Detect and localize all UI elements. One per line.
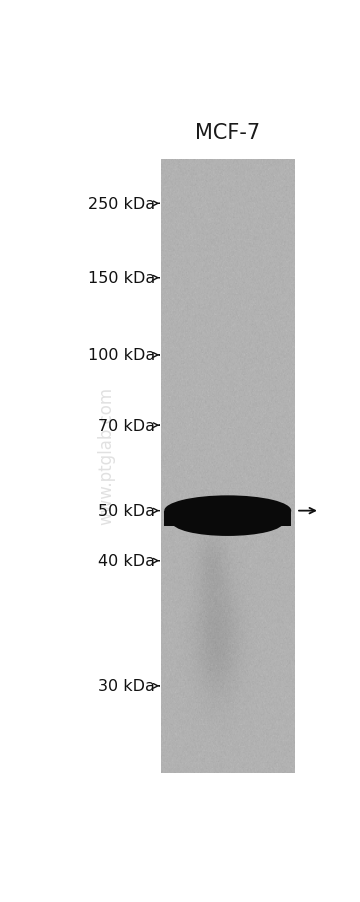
Text: 50 kDa: 50 kDa [98,503,155,519]
Bar [164,511,291,527]
Text: 70 kDa: 70 kDa [98,419,155,433]
Text: 40 kDa: 40 kDa [98,554,155,568]
Text: 250 kDa: 250 kDa [88,197,155,212]
Text: 100 kDa: 100 kDa [88,348,155,363]
Ellipse shape [172,509,284,537]
Text: 30 kDa: 30 kDa [98,678,155,694]
Text: 150 kDa: 150 kDa [88,271,155,286]
Text: www.ptglab.com: www.ptglab.com [97,387,115,524]
Text: MCF-7: MCF-7 [195,123,260,143]
Ellipse shape [164,496,291,527]
